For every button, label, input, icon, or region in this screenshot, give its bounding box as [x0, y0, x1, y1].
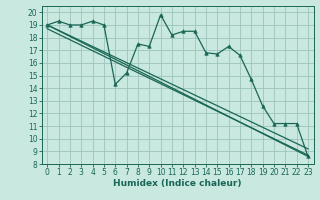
- X-axis label: Humidex (Indice chaleur): Humidex (Indice chaleur): [113, 179, 242, 188]
